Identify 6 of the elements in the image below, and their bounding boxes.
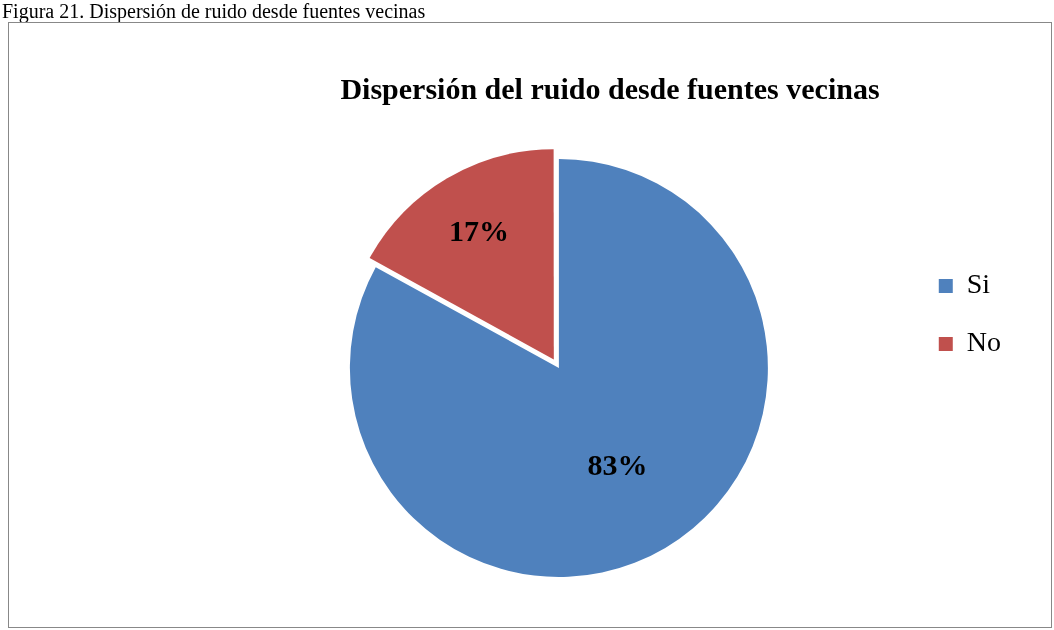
legend-label: No (966, 326, 1002, 358)
text: Figura 21. Dispersión de ruido desde fuentes vecinas (2, 0, 426, 22)
data-label: 83% (587, 447, 648, 481)
data-label: 17% (449, 213, 510, 247)
chart-title: Dispersión del ruido desde fuentes vecinas (340, 71, 880, 105)
legend-label: Si (966, 268, 991, 300)
